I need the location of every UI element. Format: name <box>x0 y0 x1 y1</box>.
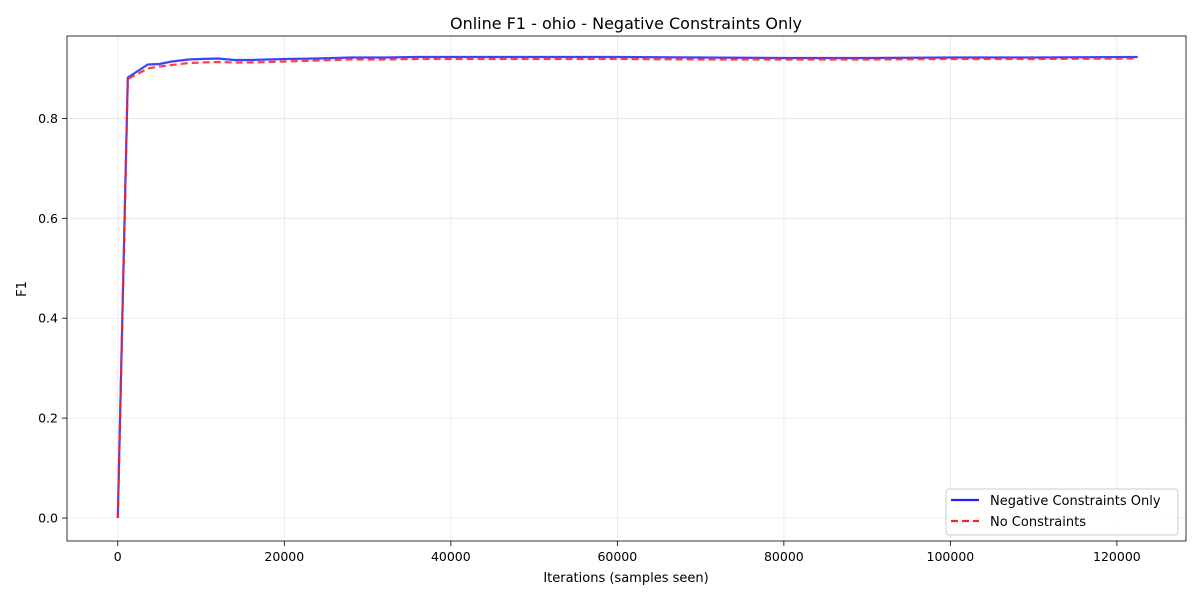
x-tick-label: 100000 <box>927 549 975 564</box>
plot-area-frame <box>66 35 1187 542</box>
x-tick-label: 60000 <box>597 549 637 564</box>
legend-label-no-constraints: No Constraints <box>990 515 1086 530</box>
x-axis-ticks: 0 20000 40000 60000 80000 100000 120000 <box>114 541 1141 564</box>
y-tick-label: 0.2 <box>38 411 58 426</box>
y-axis-label: F1 <box>15 281 30 297</box>
y-axis-ticks: 0.0 0.2 0.4 0.6 0.8 <box>38 111 67 526</box>
legend-frame <box>945 488 1179 536</box>
series-line-negative-constraints <box>116 55 1138 519</box>
y-tick-label: 0.8 <box>38 111 58 126</box>
x-tick-label: 80000 <box>764 549 804 564</box>
x-tick-label: 40000 <box>431 549 471 564</box>
y-tick-label: 0.4 <box>38 311 58 326</box>
x-tick-label: 0 <box>114 549 122 564</box>
x-tick-label: 20000 <box>264 549 304 564</box>
legend: Negative Constraints Only No Constraints <box>945 488 1179 536</box>
legend-label-negative-constraints: Negative Constraints Only <box>990 494 1161 509</box>
grid <box>67 36 1186 541</box>
x-axis-label: Iterations (samples seen) <box>543 571 708 586</box>
y-tick-label: 0.0 <box>38 511 58 526</box>
y-tick-label: 0.6 <box>38 211 58 226</box>
x-tick-label: 120000 <box>1093 549 1141 564</box>
series-lines <box>116 55 1138 519</box>
chart-title: Online F1 - ohio - Negative Constraints … <box>450 14 802 33</box>
series-line-no-constraints <box>116 57 1138 519</box>
